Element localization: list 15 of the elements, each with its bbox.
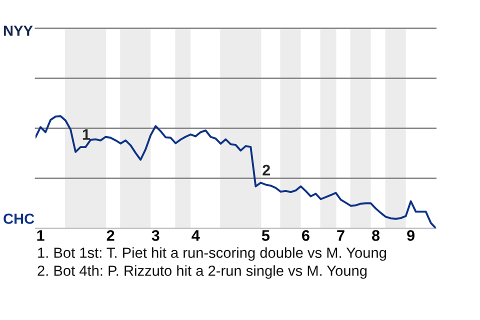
x-tick-label: 5 [262,230,270,241]
x-tick-label: 4 [192,230,200,241]
x-tick-label: 7 [337,230,344,241]
x-tick-label: 8 [372,230,380,241]
x-tick-label: 1 [37,230,44,241]
text: 2. Bot 4th: P. Rizzuto hit a 2-run single vs M. Young [38,265,367,279]
annotation: 2 [262,164,270,176]
x-tick-label: 9 [407,230,414,241]
text: 1. Bot 1st: T. Piet hit a run-scoring double vs M. Young [38,247,386,261]
x-tick-label: 2 [106,230,114,241]
annotation: 1 [82,129,90,140]
x-tick-label: 6 [302,230,310,241]
text: CHC [4,214,34,224]
text: NYY [4,26,33,36]
x-tick-label: 3 [152,230,160,241]
